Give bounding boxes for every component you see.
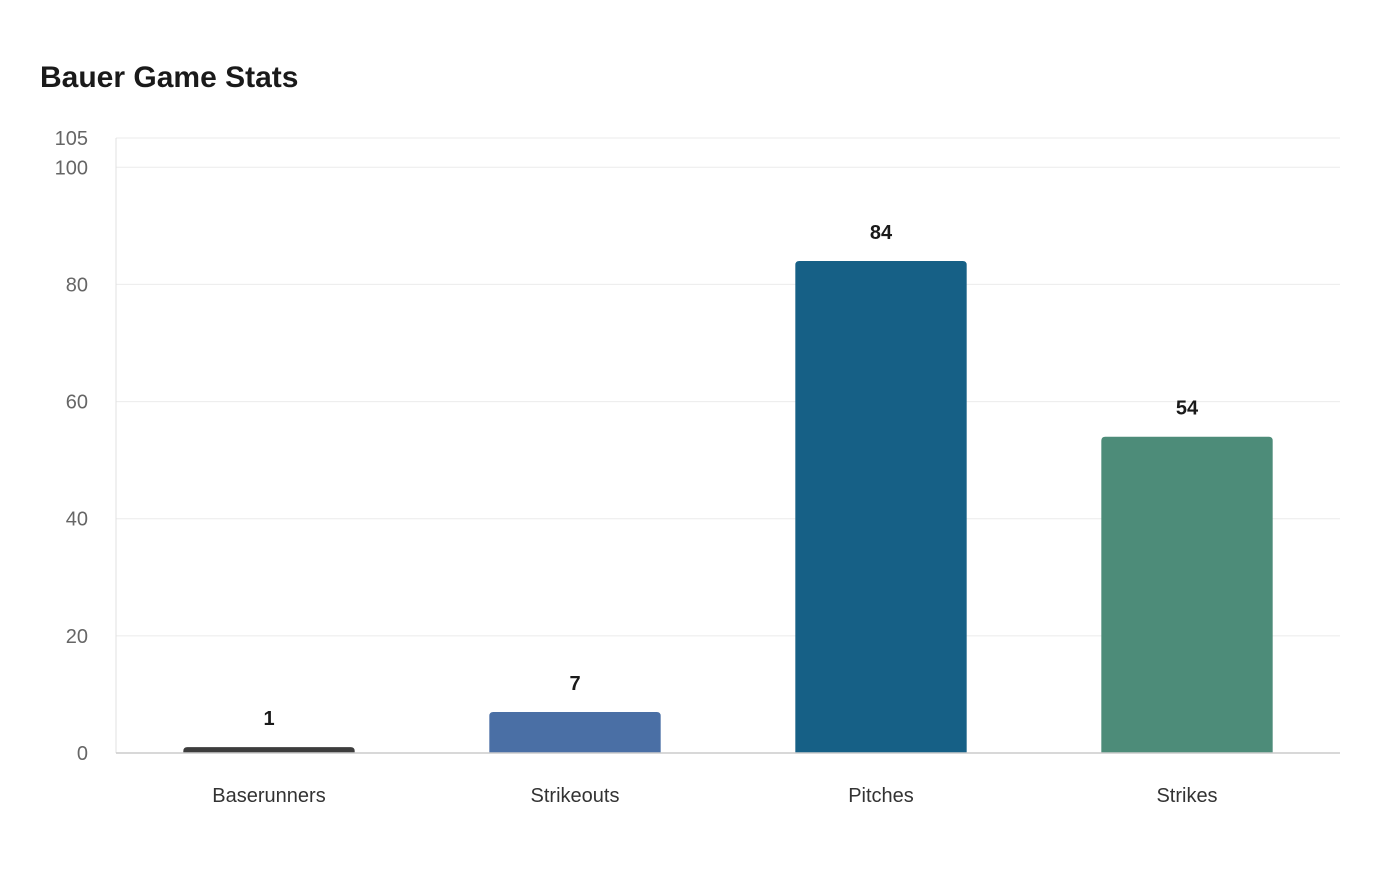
data-labels: 1 7 84 54 xyxy=(263,222,1199,730)
grid-lines xyxy=(116,137,1340,637)
x-tick-label-strikes: Strikes xyxy=(1156,785,1217,807)
y-tick-label: 40 xyxy=(66,509,88,531)
x-tick-label-strikeouts: Strikeouts xyxy=(531,785,620,807)
data-label-strikeouts: 7 xyxy=(569,673,580,695)
chart-title: Bauer Game Stats xyxy=(40,61,299,94)
y-tick-label: 20 xyxy=(66,626,88,648)
x-tick-label-pitches: Pitches xyxy=(848,785,914,807)
bars xyxy=(183,261,1273,753)
bar-strikeouts xyxy=(489,712,661,753)
x-axis-categories: Baserunners Strikeouts Pitches Strikes xyxy=(212,785,1217,807)
y-tick-label: 100 xyxy=(55,157,88,179)
bar-pitches xyxy=(795,261,967,753)
y-tick-label: 0 xyxy=(77,743,88,765)
y-tick-label: 105 xyxy=(55,128,88,150)
y-tick-label: 80 xyxy=(66,274,88,296)
x-tick-label-baserunners: Baserunners xyxy=(212,785,325,807)
y-tick-label: 60 xyxy=(66,392,88,414)
data-label-strikes: 54 xyxy=(1176,398,1199,420)
y-axis-ticks: 0 20 40 60 80 100 105 xyxy=(55,128,88,765)
data-label-pitches: 84 xyxy=(870,222,893,244)
bar-strikes xyxy=(1101,436,1273,753)
data-label-baserunners: 1 xyxy=(263,708,274,730)
bar-baserunners xyxy=(183,747,355,753)
